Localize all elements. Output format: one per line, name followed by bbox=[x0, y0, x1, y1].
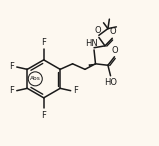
Text: O: O bbox=[95, 26, 101, 35]
Text: O: O bbox=[110, 27, 116, 36]
Text: F: F bbox=[41, 111, 46, 120]
Circle shape bbox=[28, 72, 42, 86]
Text: O: O bbox=[112, 46, 118, 55]
Text: F: F bbox=[9, 86, 14, 95]
Text: HO: HO bbox=[104, 78, 117, 87]
Text: HN: HN bbox=[85, 39, 97, 48]
Text: Abs: Abs bbox=[30, 76, 41, 81]
Text: F: F bbox=[9, 62, 14, 71]
Text: F: F bbox=[73, 86, 78, 95]
Text: F: F bbox=[41, 38, 46, 47]
